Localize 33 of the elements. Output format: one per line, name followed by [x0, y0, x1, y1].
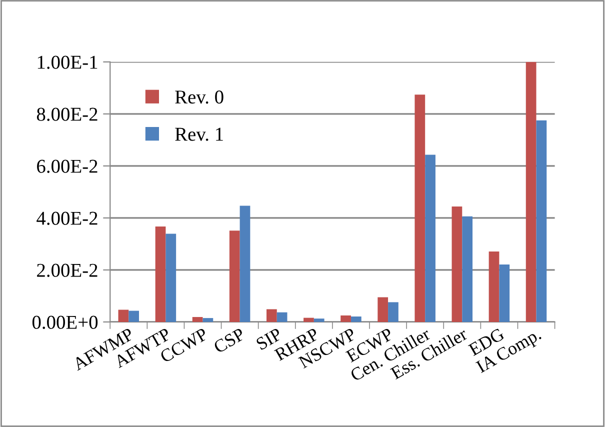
y-tick-label: 1.00E-1 [38, 56, 98, 69]
bar [192, 317, 203, 322]
bar [240, 206, 250, 322]
bar [488, 251, 500, 322]
y-tick-label: 0.00E+0 [32, 316, 98, 329]
bar [118, 310, 129, 322]
bar [314, 318, 324, 322]
bar [499, 264, 510, 322]
y-tick-label: 2.00E-2 [37, 264, 98, 277]
bar [166, 234, 176, 322]
bar [452, 206, 462, 322]
bar [128, 310, 140, 322]
x-tick-label: CSP [212, 328, 246, 354]
bar [526, 62, 536, 322]
legend-label: Rev. 0 [175, 90, 224, 104]
bar [388, 302, 398, 322]
bar [229, 230, 240, 322]
bar [425, 154, 436, 322]
y-tick-label: 6.00E-2 [37, 160, 98, 173]
bar [276, 312, 288, 322]
bar [340, 315, 351, 322]
y-tick-label: 4.00E-2 [36, 212, 98, 225]
bar [266, 309, 277, 322]
bar [304, 318, 314, 322]
y-tick-label: 8.00E-2 [36, 108, 98, 121]
bar [536, 120, 547, 322]
bar [462, 216, 473, 322]
legend-label: Rev. 1 [175, 128, 223, 141]
bar [350, 316, 362, 322]
bar [414, 94, 426, 322]
bar [378, 297, 388, 322]
bar [155, 226, 166, 322]
bar [202, 318, 214, 322]
